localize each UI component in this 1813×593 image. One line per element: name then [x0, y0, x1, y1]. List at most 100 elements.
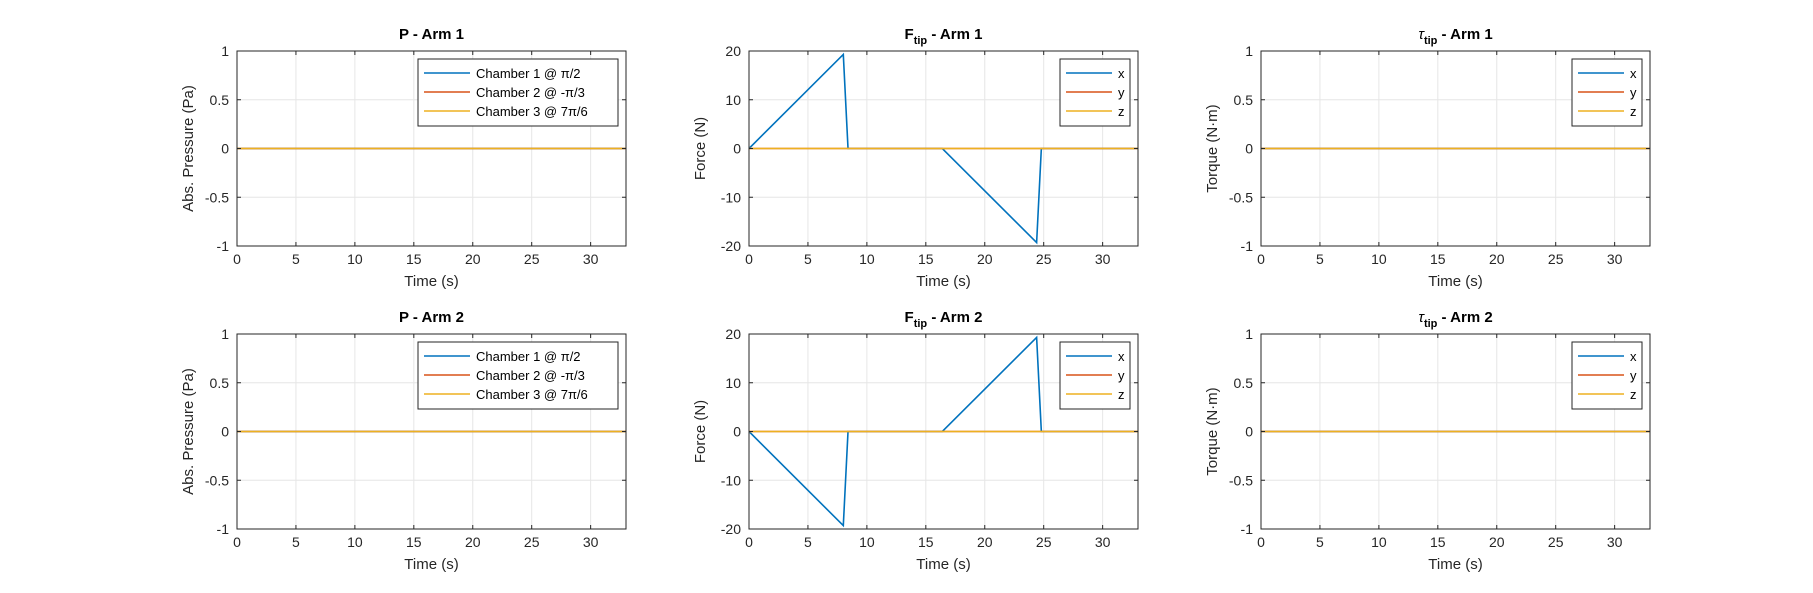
subplot-2: 0 5 10 15 20 25 30 -20 -10 0 10 20 Time (s) Force (N)…	[692, 26, 1139, 290]
chart-title: Ftip - Arm 2	[905, 309, 983, 330]
x-tick-label: 20	[977, 534, 993, 550]
legend-label: Chamber 2 @ -π/3	[476, 368, 585, 383]
x-tick-label: 30	[1095, 251, 1111, 267]
y-tick-label: -0.5	[205, 189, 229, 205]
x-tick-label: 20	[1489, 251, 1505, 267]
legend-label: Chamber 1 @ π/2	[476, 66, 581, 81]
subplot-4: 0 5 10 15 20 25 30 -1 -0.5 0 0.5 1 Time (s) Abs. Pres…	[180, 309, 627, 573]
legend-label: z	[1630, 104, 1637, 119]
x-tick-label: 15	[918, 534, 934, 550]
legend: xyz	[1571, 58, 1643, 127]
y-tick-label: 20	[725, 43, 741, 59]
x-axis-label: Time (s)	[1428, 556, 1482, 573]
x-tick-label: 25	[1036, 534, 1052, 550]
subplot-1: 0 5 10 15 20 25 30 -1 -0.5 0 0.5 1 Time (s) Abs. Pres…	[180, 26, 627, 290]
y-tick-label: 20	[725, 326, 741, 342]
x-tick-label: 5	[292, 251, 300, 267]
y-axis-label: Torque (N·m)	[1204, 104, 1221, 192]
legend-label: y	[1630, 85, 1637, 100]
legend-label: y	[1630, 368, 1637, 383]
x-tick-label: 30	[1607, 534, 1623, 550]
x-tick-label: 30	[1607, 251, 1623, 267]
x-axis-label: Time (s)	[916, 273, 970, 290]
legend: Chamber 1 @ π/2 Chamber 2 @ -π/3 Chamber 3…	[417, 58, 619, 127]
legend-label: Chamber 3 @ 7π/6	[476, 387, 588, 402]
subplot-3: 0 5 10 15 20 25 30 -1 -0.5 0 0.5 1 Time (s) Torque (N…	[1204, 26, 1651, 290]
x-tick-label: 0	[745, 251, 753, 267]
y-axis-label: Abs. Pressure (Pa)	[180, 85, 197, 212]
legend-label: Chamber 1 @ π/2	[476, 349, 581, 364]
legend-label: x	[1630, 66, 1637, 81]
legend-label: z	[1118, 104, 1125, 119]
x-tick-label: 15	[406, 534, 422, 550]
y-tick-label: 0	[221, 424, 229, 440]
x-axis-label: Time (s)	[404, 556, 458, 573]
y-tick-label: 0.5	[1234, 375, 1254, 391]
y-tick-label: 1	[1245, 326, 1253, 342]
x-tick-label: 20	[1489, 534, 1505, 550]
x-tick-label: 10	[1371, 534, 1387, 550]
y-tick-label: -0.5	[1229, 189, 1253, 205]
x-axis-label: Time (s)	[1428, 273, 1482, 290]
x-tick-label: 5	[292, 534, 300, 550]
y-tick-label: -10	[721, 472, 741, 488]
legend-label: x	[1118, 349, 1125, 364]
x-tick-label: 0	[1257, 534, 1265, 550]
x-tick-label: 25	[1548, 534, 1564, 550]
x-tick-label: 10	[347, 534, 363, 550]
y-tick-label: -20	[721, 238, 741, 254]
x-tick-label: 20	[977, 251, 993, 267]
legend: xyz	[1571, 341, 1643, 410]
x-tick-label: 30	[583, 534, 599, 550]
y-tick-label: 10	[725, 375, 741, 391]
chart-title: τtip - Arm 2	[1418, 309, 1492, 330]
y-tick-label: -1	[217, 521, 230, 537]
x-tick-label: 5	[804, 251, 812, 267]
legend-label: x	[1630, 349, 1637, 364]
x-tick-label: 15	[1430, 534, 1446, 550]
x-tick-label: 10	[859, 534, 875, 550]
y-axis-label: Force (N)	[692, 117, 709, 180]
x-tick-label: 0	[233, 251, 241, 267]
x-tick-label: 10	[347, 251, 363, 267]
chart-title: Ftip - Arm 1	[905, 26, 983, 47]
x-tick-label: 5	[1316, 534, 1324, 550]
x-tick-label: 0	[745, 534, 753, 550]
x-tick-label: 0	[233, 534, 241, 550]
legend: xyz	[1059, 58, 1131, 127]
x-tick-label: 25	[1036, 251, 1052, 267]
subplot-5: 0 5 10 15 20 25 30 -20 -10 0 10 20 Time (s) Force (N)…	[692, 309, 1139, 573]
x-axis-label: Time (s)	[916, 556, 970, 573]
x-tick-label: 10	[859, 251, 875, 267]
legend-label: y	[1118, 368, 1125, 383]
x-tick-label: 25	[1548, 251, 1564, 267]
y-tick-label: 1	[221, 326, 229, 342]
chart-title: τtip - Arm 1	[1418, 26, 1492, 47]
y-tick-label: 10	[725, 92, 741, 108]
x-tick-label: 20	[465, 534, 481, 550]
legend-label: y	[1118, 85, 1125, 100]
legend-label: z	[1630, 387, 1637, 402]
legend-label: x	[1118, 66, 1125, 81]
y-tick-label: -1	[1241, 521, 1254, 537]
x-tick-label: 5	[804, 534, 812, 550]
y-tick-label: -1	[217, 238, 230, 254]
chart-title: P - Arm 2	[399, 309, 464, 326]
y-tick-label: -0.5	[1229, 472, 1253, 488]
y-tick-label: -20	[721, 521, 741, 537]
legend: Chamber 1 @ π/2 Chamber 2 @ -π/3 Chamber 3…	[417, 341, 619, 410]
x-tick-label: 25	[524, 534, 540, 550]
legend: xyz	[1059, 341, 1131, 410]
legend-label: z	[1118, 387, 1125, 402]
x-tick-label: 20	[465, 251, 481, 267]
subplot-6: 0 5 10 15 20 25 30 -1 -0.5 0 0.5 1 Time (s) Torque (N…	[1204, 309, 1651, 573]
x-axis-label: Time (s)	[404, 273, 458, 290]
x-tick-label: 15	[1430, 251, 1446, 267]
y-tick-label: 0.5	[210, 375, 230, 391]
y-tick-label: -1	[1241, 238, 1254, 254]
y-tick-label: 0	[1245, 141, 1253, 157]
y-tick-label: 0.5	[1234, 92, 1254, 108]
x-tick-label: 15	[406, 251, 422, 267]
y-tick-label: -0.5	[205, 472, 229, 488]
